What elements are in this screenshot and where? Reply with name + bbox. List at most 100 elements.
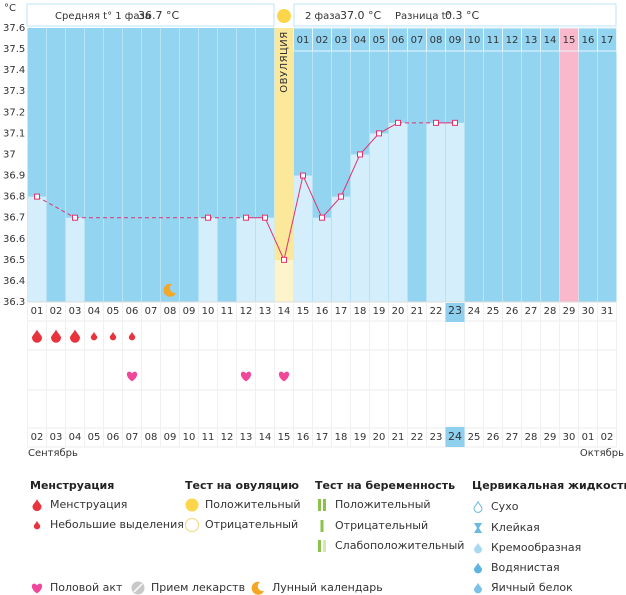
temperature-marker — [433, 119, 439, 126]
x-tick-label: 21 — [411, 306, 424, 317]
header-left — [26, 3, 275, 27]
cycle-day-label: 04 — [354, 35, 367, 46]
x-tick-label: 15 — [297, 306, 310, 317]
temperature-marker — [357, 151, 363, 158]
y-tick-label: 37.3 — [3, 86, 25, 97]
temperature-line — [302, 175, 323, 218]
cycle-day-label: 06 — [392, 35, 405, 46]
legend-item: Прием лекарств — [151, 581, 245, 594]
ovulation-bar — [274, 259, 294, 302]
temperature-bar — [294, 175, 312, 302]
y-tick-label: 37.2 — [3, 107, 25, 118]
legend-icon — [323, 499, 326, 511]
menstruation-light — [90, 331, 98, 341]
temperature-line — [340, 154, 361, 197]
phase2-value: 37.0 °C — [340, 9, 381, 22]
menstruation-heavy — [70, 329, 80, 343]
date-label: 03 — [50, 432, 63, 443]
temperature-bar — [427, 122, 445, 302]
y-tick-label: 37.4 — [3, 65, 25, 76]
temperature-bar — [66, 217, 84, 302]
temperature-line — [378, 122, 399, 134]
temperature-bar — [199, 217, 217, 302]
x-tick-label: 01 — [31, 306, 44, 317]
x-tick-label: 07 — [145, 306, 158, 317]
y-tick-label: 37 — [3, 149, 16, 160]
temperature-marker — [376, 130, 382, 137]
legend-icon — [474, 562, 482, 574]
date-label: 22 — [411, 432, 424, 443]
x-tick-label: 20 — [392, 306, 405, 317]
legend-icon — [474, 542, 482, 554]
legend-item: Водянистая — [491, 561, 560, 574]
legend-icon — [473, 500, 483, 513]
legend-icon — [133, 583, 143, 593]
date-label: 11 — [202, 432, 215, 443]
x-tick-label: 26 — [506, 306, 519, 317]
cycle-day-label: 17 — [601, 35, 614, 46]
y-tick-label: 36.3 — [3, 297, 25, 308]
date-label: 07 — [126, 432, 139, 443]
date-label: 29 — [544, 432, 557, 443]
y-unit: °C — [4, 3, 16, 14]
x-tick-label: 13 — [259, 306, 272, 317]
legend-icon — [32, 499, 42, 512]
cycle-day-cell — [597, 27, 617, 52]
legend-icon — [318, 540, 321, 552]
cycle-day-label: 15 — [563, 35, 576, 46]
date-label: 05 — [88, 432, 101, 443]
menstruation-light — [109, 331, 117, 341]
cycle-day-label: 01 — [297, 35, 310, 46]
x-tick-label: 10 — [202, 306, 215, 317]
legend-item: Слабоположительный — [335, 539, 464, 552]
temperature-bar — [256, 217, 274, 302]
legend-item: Небольшие выделения — [50, 518, 184, 531]
date-label: 23 — [430, 432, 443, 443]
legend-item: Менструация — [50, 498, 127, 511]
y-tick-label: 37.1 — [3, 128, 25, 139]
cycle-day-label: 05 — [373, 35, 386, 46]
month-start: Сентябрь — [28, 448, 78, 459]
x-tick-label: 05 — [107, 306, 120, 317]
x-tick-label: 06 — [126, 306, 139, 317]
date-label: 09 — [164, 432, 177, 443]
date-label: 02 — [31, 432, 44, 443]
cycle-day-label: 12 — [506, 35, 519, 46]
temperature-marker — [72, 214, 78, 221]
menstruation-heavy — [51, 329, 61, 343]
x-tick-label: 18 — [354, 306, 367, 317]
legend-title: Тест на овуляцию — [185, 479, 299, 492]
legend-item: Положительный — [205, 498, 301, 511]
cycle-day-label: 02 — [316, 35, 329, 46]
x-tick-label: 17 — [335, 306, 348, 317]
diff-label: Разница t° — [395, 11, 451, 22]
date-label: 16 — [297, 432, 310, 443]
date-label: 04 — [69, 432, 82, 443]
date-label: 06 — [107, 432, 120, 443]
header-right — [293, 3, 617, 27]
legend-icon — [33, 520, 41, 530]
diff-value: 0.3 °C — [445, 9, 479, 22]
date-label: 21 — [392, 432, 405, 443]
x-tick-label: 22 — [430, 306, 443, 317]
x-tick-label: 14 — [278, 306, 291, 317]
x-tick-label: 03 — [69, 306, 82, 317]
temperature-line — [264, 217, 285, 261]
temperature-marker — [452, 119, 458, 126]
menstruation-light — [128, 331, 136, 341]
date-label: 19 — [354, 432, 367, 443]
cycle-day-label: 07 — [411, 35, 424, 46]
legend-title: Менструация — [30, 479, 114, 492]
temperature-marker — [243, 214, 249, 221]
temperature-bar — [332, 196, 350, 302]
ovulation-icon — [277, 9, 291, 23]
temperature-line — [359, 133, 380, 155]
cycle-day-label: 16 — [582, 35, 595, 46]
legend-icon — [474, 523, 482, 533]
legend-item: Сухо — [491, 500, 519, 513]
legend-item: Половой акт — [50, 581, 123, 594]
legend-icon — [323, 540, 326, 552]
date-label: 28 — [525, 432, 538, 443]
x-tick-label: 27 — [525, 306, 538, 317]
temperature-marker — [205, 214, 211, 221]
